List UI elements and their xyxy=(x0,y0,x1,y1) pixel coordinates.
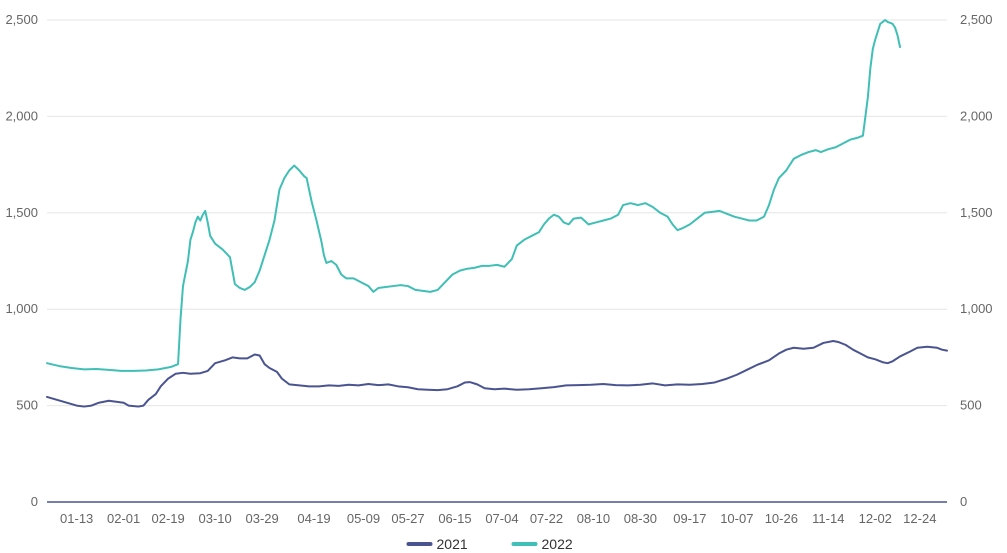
x-tick-label: 08-10 xyxy=(577,511,610,526)
y-tick-label-right: 1,000 xyxy=(960,301,993,316)
x-axis: 01-13 02-01 02-19 03-10 03-29 04-19 05-09 05-27… xyxy=(47,501,947,526)
y-tick-label-left: 2,000 xyxy=(5,108,38,123)
series-lines xyxy=(46,19,948,408)
legend-item-2022[interactable]: 2022 xyxy=(511,536,573,552)
legend-item-2021[interactable]: 2021 xyxy=(406,536,468,552)
y-tick-label-right: 0 xyxy=(960,494,967,509)
y-tick-label-left: 1,000 xyxy=(5,301,38,316)
x-tick-label: 02-01 xyxy=(107,511,140,526)
x-tick-label: 12-24 xyxy=(903,511,936,526)
y-tick-label-right: 1,500 xyxy=(960,205,993,220)
x-tick-label: 04-19 xyxy=(297,511,330,526)
x-tick-label: 07-04 xyxy=(485,511,518,526)
gridlines xyxy=(47,19,947,407)
y-tick-label-right: 2,000 xyxy=(960,108,993,123)
x-tick-label: 03-29 xyxy=(245,511,278,526)
legend-label: 2021 xyxy=(437,536,468,552)
x-tick-label: 12-02 xyxy=(859,511,892,526)
x-tick-label: 02-19 xyxy=(152,511,185,526)
x-tick-label: 06-15 xyxy=(438,511,471,526)
y-tick-label-right: 2,500 xyxy=(960,12,993,27)
y-tick-label-left: 1,500 xyxy=(5,205,38,220)
x-tick-label: 05-27 xyxy=(391,511,424,526)
y-tick-label-left: 0 xyxy=(31,494,38,509)
y-axis-right: 0 500 1,000 1,500 2,000 2,500 xyxy=(960,12,993,509)
x-tick-label: 03-10 xyxy=(199,511,232,526)
y-tick-label-left: 2,500 xyxy=(5,12,38,27)
series-line-2022 xyxy=(46,19,902,372)
x-tick-label: 07-22 xyxy=(530,511,563,526)
y-tick-label-left: 500 xyxy=(16,398,38,413)
x-tick-label: 10-07 xyxy=(720,511,753,526)
y-tick-label-right: 500 xyxy=(960,398,982,413)
legend: 2021 2022 xyxy=(406,536,573,552)
x-tick-label: 05-09 xyxy=(347,511,380,526)
series-line-2021 xyxy=(46,340,948,408)
x-tick-label: 11-14 xyxy=(812,511,844,526)
x-tick-label: 01-13 xyxy=(60,511,93,526)
x-tick-label: 09-17 xyxy=(673,511,706,526)
x-tick-label: 08-30 xyxy=(624,511,657,526)
y-axis-left: 0 500 1,000 1,500 2,000 2,500 xyxy=(5,12,38,509)
legend-label: 2022 xyxy=(542,536,573,552)
x-tick-label: 10-26 xyxy=(765,511,798,526)
